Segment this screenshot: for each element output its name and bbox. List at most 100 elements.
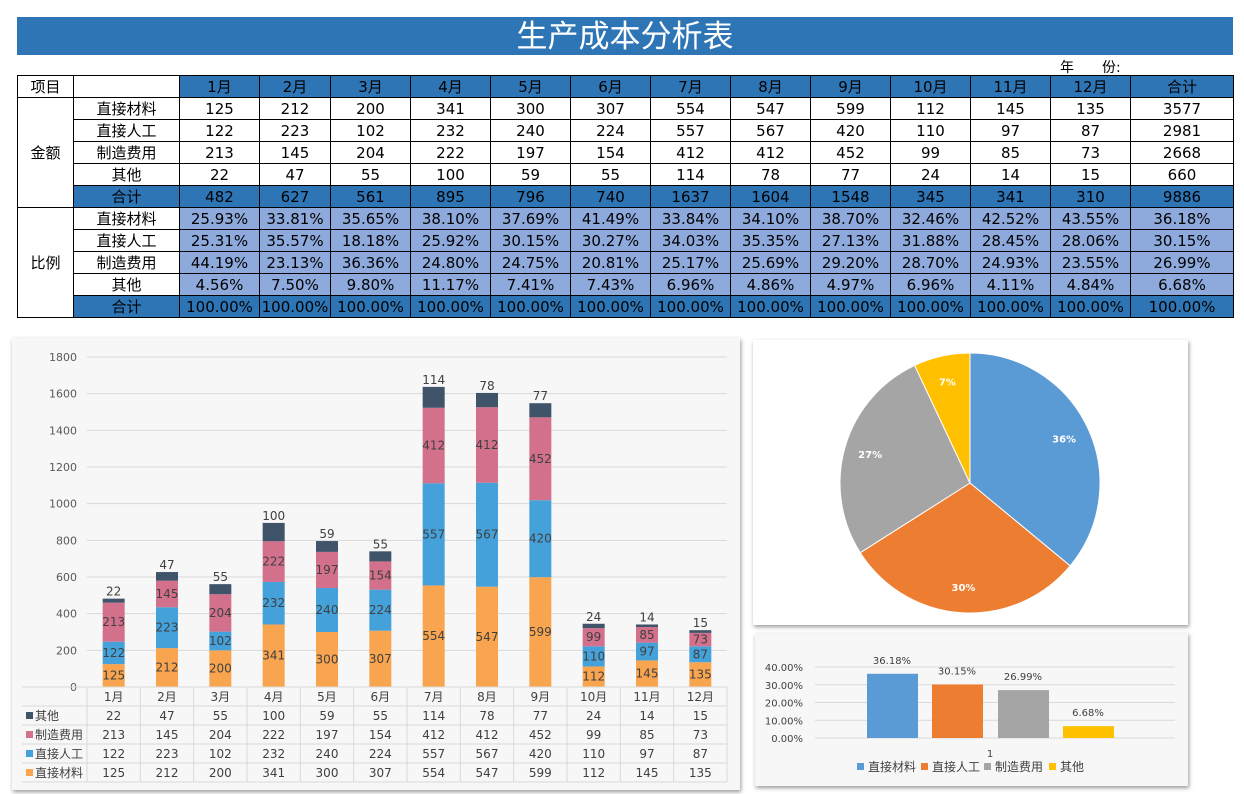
total-cell[interactable]: 660 [1130, 163, 1234, 186]
value-cell[interactable]: 212 [259, 97, 331, 120]
value-cell[interactable]: 22 [179, 163, 260, 186]
total-header[interactable]: 合计 [1130, 75, 1234, 98]
month-header[interactable]: 9月 [810, 75, 891, 98]
value-cell[interactable]: 7.50% [259, 273, 331, 296]
total-cell[interactable]: 2981 [1130, 119, 1234, 142]
value-cell[interactable]: 412 [730, 141, 811, 164]
value-cell[interactable]: 41.49% [570, 207, 651, 230]
month-header[interactable]: 3月 [330, 75, 411, 98]
month-header[interactable]: 5月 [490, 75, 571, 98]
value-cell[interactable]: 200 [330, 97, 411, 120]
row-label[interactable]: 直接人工 [73, 229, 180, 252]
value-cell[interactable]: 796 [490, 185, 571, 208]
value-cell[interactable]: 32.46% [890, 207, 971, 230]
value-cell[interactable]: 11.17% [410, 273, 491, 296]
total-cell[interactable]: 9886 [1130, 185, 1234, 208]
value-cell[interactable]: 224 [570, 119, 651, 142]
row-label[interactable]: 合计 [73, 185, 180, 208]
value-cell[interactable]: 35.65% [330, 207, 411, 230]
value-cell[interactable]: 345 [890, 185, 971, 208]
ratio-bar-chart[interactable]: 0.00% 10.00% 20.00% 30.00% 40.00% 36.18% 30.15… [755, 633, 1188, 786]
value-cell[interactable]: 42.52% [970, 207, 1051, 230]
value-cell[interactable]: 232 [410, 119, 491, 142]
value-cell[interactable]: 4.56% [179, 273, 260, 296]
month-header[interactable]: 1月 [179, 75, 260, 98]
value-cell[interactable]: 557 [650, 119, 731, 142]
value-cell[interactable]: 895 [410, 185, 491, 208]
value-cell[interactable]: 452 [810, 141, 891, 164]
value-cell[interactable]: 37.69% [490, 207, 571, 230]
value-cell[interactable]: 7.41% [490, 273, 571, 296]
value-cell[interactable]: 1637 [650, 185, 731, 208]
row-label[interactable]: 直接材料 [73, 207, 180, 230]
value-cell[interactable]: 341 [410, 97, 491, 120]
value-cell[interactable]: 122 [179, 119, 260, 142]
value-cell[interactable]: 204 [330, 141, 411, 164]
value-cell[interactable]: 412 [650, 141, 731, 164]
value-cell[interactable]: 97 [970, 119, 1051, 142]
value-cell[interactable]: 100.00% [570, 295, 651, 318]
value-cell[interactable]: 28.70% [890, 251, 971, 274]
value-cell[interactable]: 33.81% [259, 207, 331, 230]
value-cell[interactable]: 154 [570, 141, 651, 164]
value-cell[interactable]: 145 [970, 97, 1051, 120]
value-cell[interactable]: 240 [490, 119, 571, 142]
value-cell[interactable]: 34.03% [650, 229, 731, 252]
value-cell[interactable]: 100.00% [970, 295, 1051, 318]
pie-chart[interactable]: 36% 30% 27% 7% [753, 340, 1188, 625]
value-cell[interactable]: 7.43% [570, 273, 651, 296]
total-cell[interactable]: 3577 [1130, 97, 1234, 120]
value-cell[interactable]: 35.57% [259, 229, 331, 252]
month-header[interactable]: 6月 [570, 75, 651, 98]
month-header[interactable]: 12月 [1050, 75, 1131, 98]
value-cell[interactable]: 482 [179, 185, 260, 208]
value-cell[interactable]: 55 [330, 163, 411, 186]
value-cell[interactable]: 6.96% [650, 273, 731, 296]
value-cell[interactable]: 135 [1050, 97, 1131, 120]
total-cell[interactable]: 2668 [1130, 141, 1234, 164]
month-header[interactable]: 11月 [970, 75, 1051, 98]
value-cell[interactable]: 310 [1050, 185, 1131, 208]
value-cell[interactable]: 213 [179, 141, 260, 164]
row-label[interactable]: 其他 [73, 163, 180, 186]
month-header[interactable]: 7月 [650, 75, 731, 98]
value-cell[interactable]: 31.88% [890, 229, 971, 252]
value-cell[interactable]: 87 [1050, 119, 1131, 142]
value-cell[interactable]: 43.55% [1050, 207, 1131, 230]
value-cell[interactable]: 25.31% [179, 229, 260, 252]
value-cell[interactable]: 77 [810, 163, 891, 186]
value-cell[interactable]: 30.15% [490, 229, 571, 252]
value-cell[interactable]: 114 [650, 163, 731, 186]
value-cell[interactable]: 9.80% [330, 273, 411, 296]
value-cell[interactable]: 28.45% [970, 229, 1051, 252]
value-cell[interactable]: 100.00% [1050, 295, 1131, 318]
row-label[interactable]: 制造费用 [73, 141, 180, 164]
value-cell[interactable]: 59 [490, 163, 571, 186]
value-cell[interactable]: 99 [890, 141, 971, 164]
value-cell[interactable]: 100.00% [730, 295, 811, 318]
value-cell[interactable]: 100.00% [179, 295, 260, 318]
value-cell[interactable]: 30.27% [570, 229, 651, 252]
value-cell[interactable]: 100.00% [650, 295, 731, 318]
row-label[interactable]: 直接人工 [73, 119, 180, 142]
value-cell[interactable]: 100.00% [890, 295, 971, 318]
value-cell[interactable]: 29.20% [810, 251, 891, 274]
value-cell[interactable]: 24.75% [490, 251, 571, 274]
value-cell[interactable]: 223 [259, 119, 331, 142]
value-cell[interactable]: 420 [810, 119, 891, 142]
value-cell[interactable]: 599 [810, 97, 891, 120]
total-cell[interactable]: 30.15% [1130, 229, 1234, 252]
value-cell[interactable]: 112 [890, 97, 971, 120]
value-cell[interactable]: 28.06% [1050, 229, 1131, 252]
value-cell[interactable]: 25.93% [179, 207, 260, 230]
month-header[interactable]: 10月 [890, 75, 971, 98]
month-header[interactable]: 8月 [730, 75, 811, 98]
value-cell[interactable]: 197 [490, 141, 571, 164]
value-cell[interactable]: 25.69% [730, 251, 811, 274]
value-cell[interactable]: 341 [970, 185, 1051, 208]
value-cell[interactable]: 73 [1050, 141, 1131, 164]
value-cell[interactable]: 27.13% [810, 229, 891, 252]
value-cell[interactable]: 15 [1050, 163, 1131, 186]
value-cell[interactable]: 145 [259, 141, 331, 164]
value-cell[interactable]: 1548 [810, 185, 891, 208]
